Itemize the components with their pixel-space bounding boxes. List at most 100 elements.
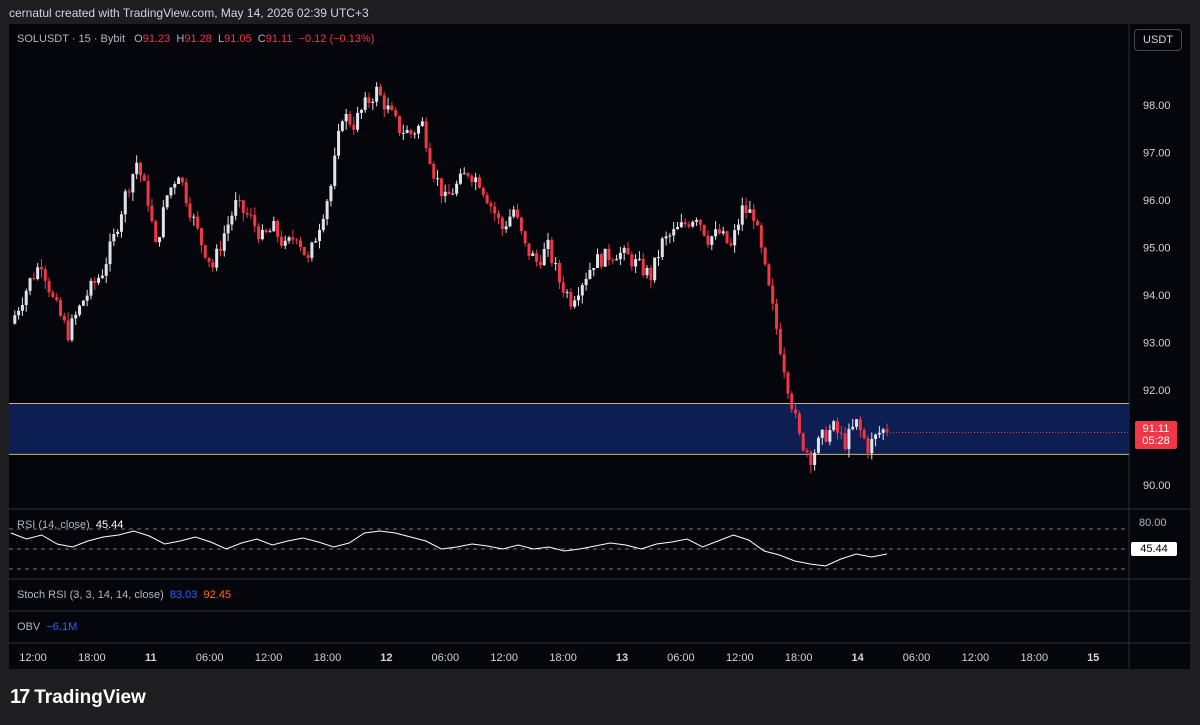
candle-body <box>116 231 120 234</box>
candle-body <box>424 121 428 149</box>
candle-body <box>691 221 695 227</box>
candle-body <box>32 278 36 280</box>
candle-body <box>177 177 181 184</box>
open-label: O <box>134 33 143 45</box>
candle-body <box>645 268 649 276</box>
currency-button[interactable]: USDT <box>1134 29 1182 51</box>
x-tick-label: 18:00 <box>78 652 106 664</box>
x-tick-label: 18:00 <box>1021 652 1049 664</box>
candle-body <box>173 183 177 188</box>
symbol-legend: SOLUSDT · 15 · Bybit O91.23 H91.28 L91.0… <box>17 33 374 45</box>
candle-body <box>843 433 847 450</box>
bar-countdown: 05:28 <box>1142 435 1170 447</box>
candle-body <box>283 240 287 246</box>
candle-body <box>17 310 21 316</box>
candle-body <box>36 267 40 279</box>
rsi-value: 45.44 <box>95 519 124 531</box>
x-tick-label: 18:00 <box>549 652 577 664</box>
candle-body <box>767 264 771 286</box>
y-tick-label: 94.00 <box>1143 290 1171 302</box>
candle-body <box>199 228 203 246</box>
candle-body <box>744 205 748 213</box>
candle-body <box>813 452 817 465</box>
candle-body <box>24 290 28 305</box>
candle-body <box>554 263 558 265</box>
candle-body <box>485 194 489 204</box>
candle-body <box>43 269 47 281</box>
candle-body <box>542 249 546 266</box>
candle-body <box>664 236 668 239</box>
candle-body <box>100 275 104 278</box>
candle-body <box>557 263 561 283</box>
tradingview-brand[interactable]: 17 TradingView <box>10 686 146 709</box>
low-value: 91.05 <box>224 33 252 45</box>
candle-body <box>409 130 413 135</box>
candle-body <box>592 267 596 270</box>
candle-body <box>679 222 683 228</box>
chart-panel[interactable]: 90.0091.0092.0093.0094.0095.0096.0097.00… <box>9 24 1190 669</box>
candle-body <box>447 191 451 195</box>
candle-body <box>809 452 813 465</box>
candle-body <box>142 175 146 181</box>
candle-body <box>439 178 443 197</box>
candle-body <box>390 105 394 111</box>
change-value: −0.12 (−0.13%) <box>298 33 375 45</box>
candle-body <box>466 173 470 176</box>
candle-body <box>74 314 78 319</box>
candle-body <box>47 280 51 293</box>
candle-body <box>778 328 782 355</box>
symbol-label[interactable]: SOLUSDT · 15 · Bybit <box>17 33 125 45</box>
candle-body <box>161 207 165 238</box>
candle-body <box>78 305 82 315</box>
candle-body <box>272 220 276 232</box>
support-zone <box>9 403 1129 455</box>
candle-body <box>131 174 135 193</box>
candle-body <box>756 221 760 226</box>
candle-body <box>725 231 729 244</box>
candle-body <box>622 248 626 253</box>
candle-body <box>188 203 192 218</box>
stoch-rsi-label: Stoch RSI (3, 3, 14, 14, close) <box>17 589 164 601</box>
candle-body <box>394 110 398 116</box>
candle-body <box>158 237 162 243</box>
candle-body <box>135 162 139 175</box>
x-tick-label: 06:00 <box>667 652 695 664</box>
price-chart[interactable]: 90.0091.0092.0093.0094.0095.0096.0097.00… <box>9 24 1190 669</box>
candle-body <box>717 229 721 234</box>
candle-body <box>443 191 447 197</box>
candle-body <box>119 214 123 232</box>
candle-body <box>268 231 272 233</box>
candle-body <box>847 428 851 450</box>
candle-body <box>321 219 325 231</box>
candle-body <box>234 200 238 216</box>
candle-body <box>489 203 493 207</box>
candle-body <box>656 257 660 259</box>
candle-body <box>607 248 611 261</box>
candle-body <box>653 257 657 281</box>
last-price: 91.11 <box>1142 423 1170 435</box>
candle-body <box>881 429 885 433</box>
tradingview-wordmark: TradingView <box>34 686 146 708</box>
x-tick-label: 12 <box>380 652 392 664</box>
candle-body <box>302 247 306 256</box>
candle-body <box>359 109 363 113</box>
candle-body <box>458 173 462 184</box>
stoch-rsi-legend[interactable]: Stoch RSI (3, 3, 14, 14, close) 83.03 92… <box>17 589 231 601</box>
candle-body <box>127 191 131 193</box>
candle-body <box>356 112 360 130</box>
last-price-tag: 91.11 05:28 <box>1135 421 1177 449</box>
candle-body <box>603 248 607 267</box>
tradingview-logo-icon: 17 <box>10 686 30 708</box>
x-tick-label: 12:00 <box>726 652 754 664</box>
obv-legend[interactable]: OBV −6.1M <box>17 621 77 633</box>
candle-body <box>794 409 798 414</box>
candle-body <box>325 201 329 220</box>
candle-body <box>397 115 401 134</box>
candle-body <box>196 216 200 229</box>
candle-body <box>241 200 245 213</box>
close-label: C <box>257 33 266 45</box>
candle-body <box>500 217 504 230</box>
candle-body <box>386 105 390 110</box>
rsi-legend[interactable]: RSI (14, close) 45.44 <box>17 519 123 531</box>
candle-body <box>877 432 881 435</box>
